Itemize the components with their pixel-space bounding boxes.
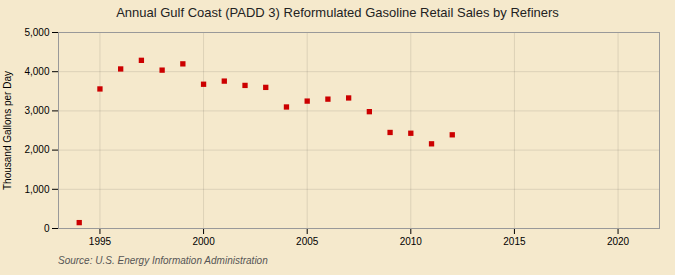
html-text:Annual Gulf Coast (PADD 3) Ref: Annual Gulf Coast (PADD 3) Reformulated … bbox=[116, 5, 559, 20]
svg-text:2,000: 2,000 bbox=[24, 144, 49, 155]
svg-text:Thousand Gallons per Day: Thousand Gallons per Day bbox=[2, 71, 13, 190]
svg-text:0: 0 bbox=[44, 223, 50, 234]
svg-text:4,000: 4,000 bbox=[24, 66, 49, 77]
svg-text:1995: 1995 bbox=[89, 236, 112, 247]
svg-text:3,000: 3,000 bbox=[24, 105, 49, 116]
svg-text:1,000: 1,000 bbox=[24, 184, 49, 195]
svg-text:2010: 2010 bbox=[400, 236, 423, 247]
svg-text:5,000: 5,000 bbox=[24, 27, 49, 38]
html-text:Source: U.S. Energy Informatio: Source: U.S. Energy Information Administ… bbox=[58, 255, 268, 266]
svg-text:2015: 2015 bbox=[503, 236, 526, 247]
svg-text:2000: 2000 bbox=[192, 236, 215, 247]
svg-text:2005: 2005 bbox=[296, 236, 319, 247]
svg-text:2020: 2020 bbox=[607, 236, 630, 247]
